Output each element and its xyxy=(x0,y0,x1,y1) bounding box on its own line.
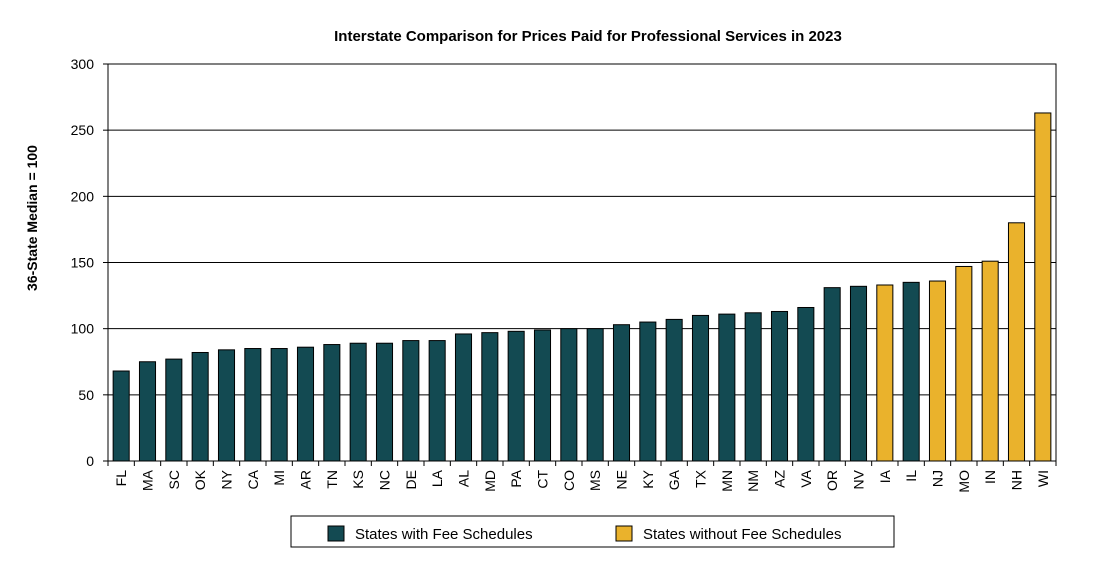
x-tick-label-ks: KS xyxy=(350,470,366,489)
bar-tn xyxy=(323,344,341,462)
bar-in xyxy=(981,260,999,462)
gridlines xyxy=(108,129,1056,396)
y-tick-labels: 0 50 100 150 200 250 300 xyxy=(71,56,108,469)
bar-mi xyxy=(270,348,288,462)
bar-or xyxy=(823,287,841,462)
x-tick-label-ga: GA xyxy=(666,469,682,490)
x-tick-label-ct: CT xyxy=(535,470,551,489)
bar-tx xyxy=(691,314,710,462)
y-tick-label: 100 xyxy=(71,321,95,337)
bar-nm xyxy=(744,312,762,462)
bars xyxy=(112,112,1052,462)
bar-az xyxy=(770,310,789,462)
x-tick-label-fl: FL xyxy=(113,470,129,487)
x-tick-label-tn: TN xyxy=(324,470,340,489)
x-tick-label-nm: NM xyxy=(745,470,761,492)
legend-swatch-without-fee-schedules xyxy=(615,525,633,542)
bar-nj xyxy=(928,280,947,462)
x-tick-label-or: OR xyxy=(824,470,840,491)
x-tick-label-ne: NE xyxy=(614,470,630,489)
x-tick-label-pa: PA xyxy=(508,469,524,487)
x-tick-label-va: VA xyxy=(798,469,814,487)
y-tick-label: 0 xyxy=(86,453,94,469)
legend-box xyxy=(290,515,895,548)
bar-la xyxy=(428,340,446,462)
legend-swatch-with-fee-schedules xyxy=(327,525,345,542)
y-tick-label: 50 xyxy=(78,387,94,403)
bar-sc xyxy=(165,358,183,462)
bar-nc xyxy=(375,342,394,462)
bar-ok xyxy=(191,351,209,462)
x-tick-label-ms: MS xyxy=(587,470,603,491)
x-tick-label-tx: TX xyxy=(693,469,709,488)
x-tick-label-nv: NV xyxy=(851,469,867,489)
x-tick-label-la: LA xyxy=(429,469,445,487)
x-tick-label-ok: OK xyxy=(192,469,208,490)
bar-co xyxy=(560,328,578,462)
bar-mo xyxy=(955,265,973,462)
x-tick-labels: FL MA SC OK NY CA MI AR TN KS NC DE LA AL MD PA CT CO MS NE… xyxy=(107,461,1057,493)
x-tick-label-md: MD xyxy=(482,470,498,492)
bar-nh xyxy=(1007,222,1026,462)
x-tick-label-az: AZ xyxy=(772,470,788,488)
bar-nv xyxy=(849,285,868,462)
legend-label-with-fee-schedules: States with Fee Schedules xyxy=(355,526,533,543)
x-tick-label-ca: CA xyxy=(245,469,261,489)
bar-ia xyxy=(876,284,894,462)
x-tick-label-mn: MN xyxy=(719,470,735,492)
bar-va xyxy=(797,306,815,462)
x-tick-label-de: DE xyxy=(403,470,419,489)
bar-ky xyxy=(639,321,657,462)
bar-ms xyxy=(586,328,604,462)
bar-fl xyxy=(112,370,130,462)
y-axis-label: 36-State Median = 100 xyxy=(24,145,40,291)
x-tick-label-ar: AR xyxy=(298,470,314,489)
bar-ne xyxy=(612,324,631,462)
bar-de xyxy=(402,340,420,462)
x-tick-label-sc: SC xyxy=(166,470,182,489)
bar-ks xyxy=(349,342,367,462)
bar-al xyxy=(454,333,473,462)
x-tick-label-mi: MI xyxy=(271,470,287,486)
x-tick-label-ky: KY xyxy=(640,469,656,488)
bar-ny xyxy=(217,349,236,462)
bar-pa xyxy=(507,330,525,462)
bar-ct xyxy=(533,329,552,462)
bar-ga xyxy=(665,318,683,462)
y-tick-label: 250 xyxy=(71,122,95,138)
bar-mn xyxy=(718,313,736,462)
plot-area-border xyxy=(107,63,1057,462)
chart-title: Interstate Comparison for Prices Paid fo… xyxy=(334,28,842,45)
bar-ar xyxy=(296,346,315,462)
x-tick-label-ia: IA xyxy=(877,469,893,483)
x-tick-label-ma: MA xyxy=(140,469,156,491)
bar-il xyxy=(902,281,920,462)
y-tick-label: 150 xyxy=(71,255,95,271)
legend: States with Fee Schedules States without… xyxy=(290,515,895,548)
x-tick-label-mo: MO xyxy=(956,470,972,493)
bar-ma xyxy=(138,361,157,462)
legend-label-without-fee-schedules: States without Fee Schedules xyxy=(643,526,841,543)
x-tick-label-in: IN xyxy=(982,470,998,484)
x-tick-label-il: IL xyxy=(903,470,919,482)
x-tick-label-nj: NJ xyxy=(930,470,946,487)
x-tick-label-co: CO xyxy=(561,470,577,491)
bar-wi xyxy=(1034,112,1052,462)
x-tick-label-wi: WI xyxy=(1035,470,1051,487)
bar-ca xyxy=(244,348,262,462)
x-tick-label-al: AL xyxy=(456,470,472,487)
y-tick-label: 200 xyxy=(71,188,95,204)
bar-md xyxy=(481,332,499,462)
x-tick-label-ny: NY xyxy=(219,469,235,489)
x-tick-label-nh: NH xyxy=(1009,470,1025,490)
y-tick-label: 300 xyxy=(71,56,95,72)
x-tick-label-nc: NC xyxy=(377,470,393,490)
